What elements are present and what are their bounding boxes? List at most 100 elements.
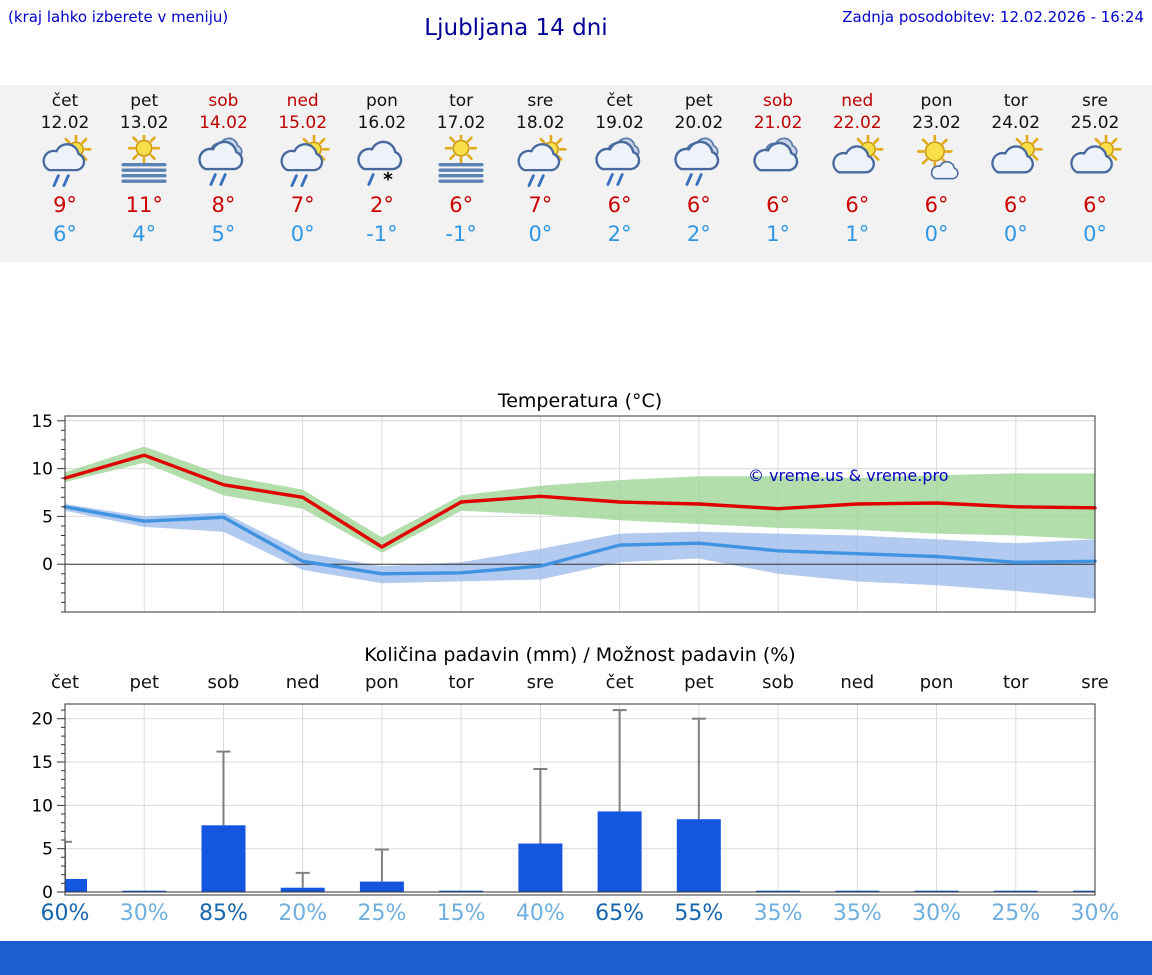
forecast-day-column: pon 23.02 6° 0°	[897, 85, 977, 247]
forecast-day-column: čet 12.02 9° 6°	[25, 85, 105, 247]
max-temperature: 6°	[1083, 193, 1107, 217]
day-name: ned	[286, 91, 319, 111]
min-temperature: 6°	[53, 222, 77, 246]
svg-text:10: 10	[31, 460, 53, 480]
min-temperature: 0°	[290, 222, 315, 246]
cloud-rain-icon	[659, 135, 739, 192]
min-temperature: 0°	[1083, 222, 1107, 246]
temperature-chart-title: Temperatura (°C)	[497, 390, 663, 412]
precipitation-probability-row: 60% 30% 85% 20% 25% 15% 40% 65% 55% 35% 35% 30% 25% 3…	[0, 901, 1152, 933]
day-date: 17.02	[436, 113, 486, 133]
day-date: 19.02	[595, 113, 644, 133]
forecast-day-column: tor 24.02 6° 0°	[976, 85, 1056, 247]
forecast-day-column: pet 20.02 6° 2°	[659, 85, 739, 247]
svg-text:15: 15	[31, 753, 53, 773]
day-date: 21.02	[753, 113, 803, 133]
min-temperature: 0°	[924, 222, 949, 246]
day-date: 16.02	[357, 113, 407, 133]
precip-probability: 35%	[832, 901, 882, 926]
day-name: sre	[1082, 91, 1108, 111]
day-name: pet	[684, 91, 713, 111]
sun-cloud-icon	[976, 133, 1056, 192]
forecast-day-column: sre 18.02 7° 0°	[500, 85, 580, 247]
svg-text:0: 0	[42, 883, 53, 900]
forecast-strip: čet 12.02 9° 6° pet 13.02 11° 4° sob 14.02 8° 5° ned…	[0, 85, 1152, 262]
max-temperature: 6°	[924, 193, 949, 217]
cloud-rain-icon	[580, 135, 660, 192]
forecast-day-column: sob 14.02 8° 5°	[183, 85, 263, 247]
day-date: 22.02	[832, 113, 882, 133]
forecast-day-column: sob 21.02 6° 1°	[738, 85, 818, 247]
min-temperature: -1°	[445, 222, 477, 246]
svg-text:5: 5	[42, 507, 53, 527]
min-temperature: -1°	[366, 222, 398, 246]
sun-cloud-icon	[817, 133, 897, 192]
min-temperature: 2°	[607, 222, 632, 246]
footer-bar	[0, 941, 1152, 975]
menu-hint-link[interactable]: (kraj lahko izberete v meniju)	[8, 8, 229, 26]
precip-day-label: ned	[840, 672, 875, 693]
precip-day-label: ned	[285, 672, 320, 693]
max-temperature: 6°	[1003, 193, 1028, 217]
max-temperature: 6°	[766, 193, 790, 217]
day-name: sob	[208, 91, 239, 111]
max-temperature: 7°	[290, 193, 315, 217]
precip-day-label: tor	[448, 672, 474, 693]
day-name: ned	[841, 91, 874, 111]
forecast-day-column: tor 17.02 6° -1°	[421, 85, 501, 247]
min-temperature: 4°	[132, 222, 157, 246]
precip-probability: 60%	[40, 901, 90, 926]
day-date: 24.02	[991, 113, 1041, 133]
precip-probability: 30%	[119, 901, 169, 926]
svg-text:20: 20	[31, 710, 53, 730]
precip-day-label: pon	[919, 672, 954, 693]
precip-probability: 85%	[199, 901, 248, 926]
forecast-day-column: pon 16.02 * 2° -1°	[342, 85, 422, 247]
day-date: 12.02	[40, 113, 90, 133]
precip-probability: 40%	[515, 901, 565, 926]
sun-small-cloud-icon	[897, 133, 977, 192]
day-name: sre	[527, 91, 554, 111]
forecast-day-column: sre 25.02 6° 0°	[1055, 85, 1135, 247]
sun-cloud-rain-icon	[500, 133, 580, 192]
forecast-day-column: čet 19.02 6° 2°	[580, 85, 660, 247]
max-temperature: 11°	[125, 193, 163, 217]
min-temperature: 0°	[528, 222, 553, 246]
day-date: 15.02	[278, 113, 328, 133]
min-temperature: 0°	[1003, 222, 1028, 246]
svg-text:5: 5	[42, 840, 53, 860]
page-title: Ljubljana 14 dni	[424, 15, 608, 41]
precip-day-label: sob	[207, 672, 240, 693]
max-temperature: 6°	[845, 193, 870, 217]
day-name: čet	[606, 91, 633, 111]
day-name: pon	[920, 91, 953, 111]
day-date: 25.02	[1070, 113, 1120, 133]
precip-day-label: tor	[1003, 672, 1029, 693]
day-date: 13.02	[119, 113, 169, 133]
max-temperature: 9°	[53, 193, 77, 217]
precip-day-label: pon	[364, 672, 399, 693]
precip-probability: 30%	[912, 901, 961, 926]
precip-day-label: pet	[129, 672, 159, 693]
max-temperature: 8°	[211, 193, 236, 217]
max-temperature: 7°	[528, 193, 553, 217]
day-date: 20.02	[674, 113, 724, 133]
day-name: čet	[51, 91, 79, 111]
watermark-link[interactable]: © vreme.us & vreme.pro	[748, 466, 949, 485]
precip-probability: 25%	[991, 901, 1041, 926]
day-name: pet	[130, 91, 159, 111]
max-temperature: 6°	[686, 193, 711, 217]
last-update-text: Zadnja posodobitev: 12.02.2026 - 16:24	[842, 8, 1144, 26]
svg-text:*: *	[383, 170, 393, 190]
precip-probability: 20%	[278, 901, 328, 926]
precip-day-label: čet	[605, 672, 634, 693]
min-temperature: 5°	[211, 222, 236, 246]
svg-text:0: 0	[42, 555, 53, 575]
precip-probability: 35%	[753, 901, 803, 926]
precip-day-label: sre	[1081, 672, 1109, 693]
min-temperature: 1°	[845, 222, 870, 246]
cloud-sleet-icon: *	[342, 135, 422, 192]
svg-text:10: 10	[31, 796, 53, 816]
forecast-day-column: ned 15.02 7° 0°	[263, 85, 343, 247]
